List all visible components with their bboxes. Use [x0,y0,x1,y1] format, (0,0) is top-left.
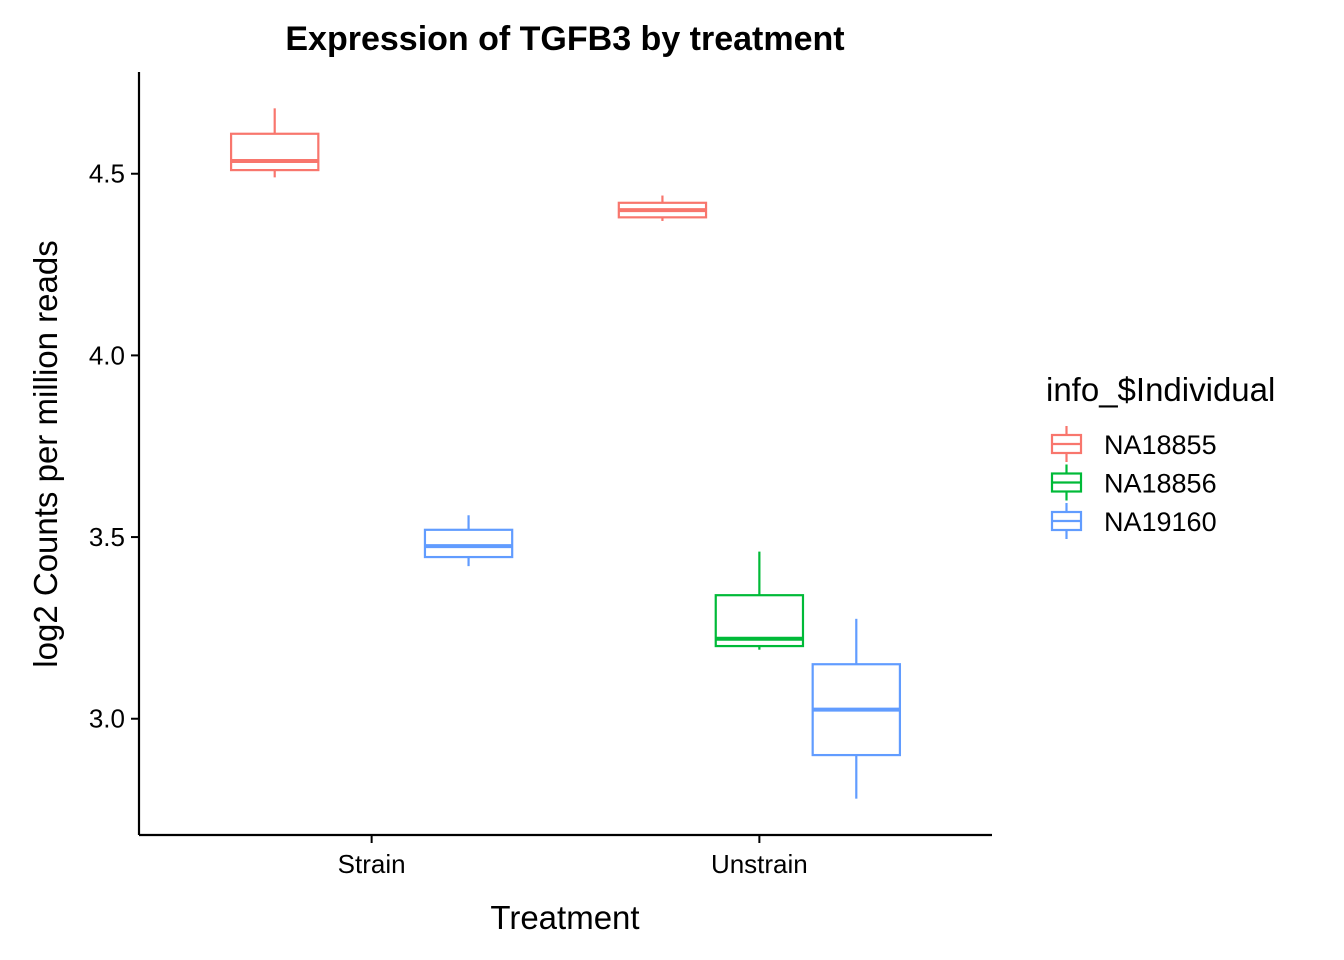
box-body [229,132,320,172]
y-tick-label: 3.5 [89,522,125,552]
legend-label: NA18855 [1104,430,1217,460]
legend: info_$Individual NA18855 NA18856 NA19160 [1046,371,1275,539]
y-tick-label: 4.0 [89,340,125,370]
legend-item-NA19160: NA19160 [1050,503,1217,539]
legend-item-NA18856: NA18856 [1050,464,1217,501]
plot-area [229,108,902,799]
chart-title: Expression of TGFB3 by treatment [285,20,844,58]
legend-item-NA18855: NA18855 [1050,426,1217,462]
x-tick-label: Strain [338,849,406,879]
box-NA19160-Unstrain [811,618,902,799]
y-axis-title: log2 Counts per million reads [27,240,64,667]
box-NA18855-Unstrain [617,195,708,221]
legend-label: NA18856 [1104,469,1217,499]
box-body [423,528,514,559]
x-tick-label: Unstrain [711,849,808,879]
x-axis-title: Treatment [490,899,639,936]
y-tick-label: 4.5 [89,159,125,189]
legend-title: info_$Individual [1046,371,1275,408]
legend-label: NA19160 [1104,507,1217,537]
box-NA18856-Unstrain [714,551,805,650]
y-axis-ticks: 3.0 3.5 4.0 4.5 [89,159,139,734]
y-tick-label: 3.0 [89,704,125,734]
x-axis-ticks: Strain Unstrain [338,835,808,879]
box-NA19160-Strain [423,515,514,567]
box-NA18855-Strain [229,108,320,178]
